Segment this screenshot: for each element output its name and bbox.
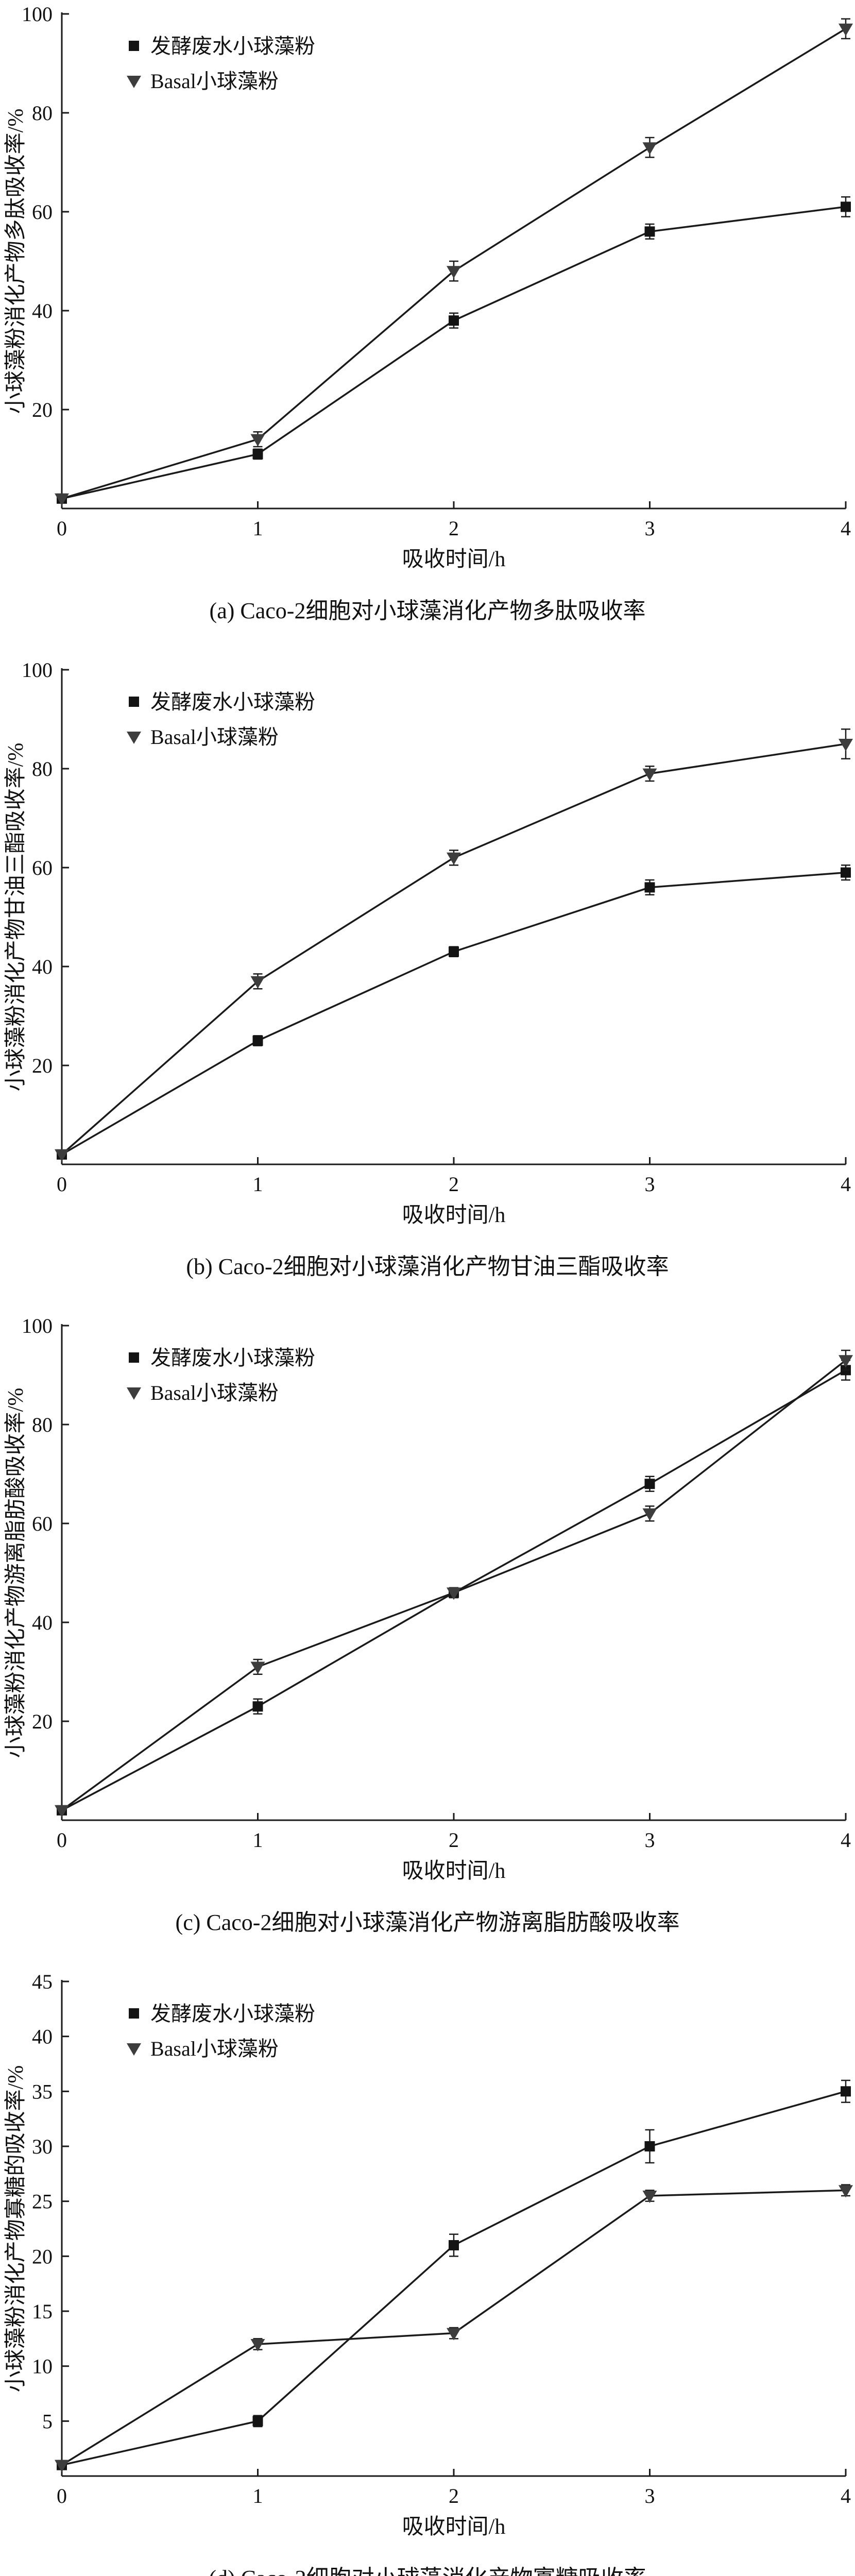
svg-text:80: 80 [32,1413,53,1436]
svg-text:40: 40 [32,1611,53,1634]
svg-text:2: 2 [449,2484,459,2507]
chart-b-caption: (b) Caco-2细胞对小球藻消化产物甘油三酯吸收率 [186,1254,669,1279]
svg-text:1: 1 [253,1828,263,1852]
svg-text:100: 100 [22,6,53,26]
svg-text:Basal小球藻粉: Basal小球藻粉 [150,70,279,93]
chart-a-plot: 0 1 2 3 4 20 40 60 80 100 吸收时间/h 小球藻粉消化产物多肽吸收率/% 发酵废… [4,6,853,571]
svg-text:100: 100 [22,1318,53,1337]
svg-text:3: 3 [645,1173,655,1196]
chart-c: 0 1 2 3 4 20 40 60 80 100 吸收时间/h 小球藻粉消化产物游离脂肪酸吸收率/%… [0,1318,855,1937]
svg-text:发酵废水小球藻粉: 发酵废水小球藻粉 [150,2002,315,2025]
svg-text:30: 30 [32,2135,53,2158]
svg-text:4: 4 [841,2484,851,2507]
svg-text:4: 4 [841,1828,851,1852]
svg-text:小球藻粉消化产物游离脂肪酸吸收率/%: 小球藻粉消化产物游离脂肪酸吸收率/% [4,1388,28,1758]
svg-text:20: 20 [32,1054,53,1077]
chart-d: 0 1 2 3 4 5 10 15 20 25 30 35 40 45 吸收时间/h 小球藻粉消化产物寡糖的吸… [0,1974,855,2576]
svg-text:100: 100 [22,662,53,682]
svg-text:小球藻粉消化产物多肽吸收率/%: 小球藻粉消化产物多肽吸收率/% [4,109,28,414]
svg-text:25: 25 [32,2190,53,2213]
svg-text:1: 1 [253,2484,263,2507]
svg-text:吸收时间/h: 吸收时间/h [402,1859,506,1883]
svg-text:3: 3 [645,1828,655,1852]
svg-text:发酵废水小球藻粉: 发酵废水小球藻粉 [150,1346,315,1369]
svg-text:10: 10 [32,2355,53,2378]
svg-text:5: 5 [42,2410,53,2433]
svg-text:60: 60 [32,856,53,879]
chart-a: 0 1 2 3 4 20 40 60 80 100 吸收时间/h 小球藻粉消化产物多肽吸收率/% 发酵废… [0,6,855,625]
svg-text:2: 2 [449,517,459,540]
chart-b-plot: 0 1 2 3 4 20 40 60 80 100 吸收时间/h 小球藻粉消化产物甘油三酯吸收率/% 发… [4,662,853,1227]
svg-text:40: 40 [32,955,53,978]
svg-text:80: 80 [32,757,53,781]
svg-text:45: 45 [32,1974,53,1993]
svg-text:20: 20 [32,398,53,421]
svg-text:吸收时间/h: 吸收时间/h [402,1204,506,1227]
svg-text:20: 20 [32,2245,53,2268]
svg-text:2: 2 [449,1173,459,1196]
svg-text:发酵废水小球藻粉: 发酵废水小球藻粉 [150,35,315,58]
svg-text:0: 0 [57,2484,67,2507]
svg-text:40: 40 [32,2025,53,2048]
svg-text:4: 4 [841,1173,851,1196]
svg-text:1: 1 [253,517,263,540]
svg-text:小球藻粉消化产物甘油三酯吸收率/%: 小球藻粉消化产物甘油三酯吸收率/% [4,743,28,1092]
svg-text:0: 0 [57,517,67,540]
chart-d-caption: (d) Caco-2细胞对小球藻消化产物寡糖吸收率 [0,2564,855,2576]
chart-d-plot: 0 1 2 3 451015202530354045吸收时间/h小球藻粉消化产物寡糖的吸… [4,1974,853,2539]
chart-c-plot: 0 1 2 3 4 20 40 60 80 100 吸收时间/h 小球藻粉消化产物游离脂肪酸吸收率/%… [4,1318,853,1883]
svg-text:4: 4 [841,517,851,540]
svg-text:Basal小球藻粉: Basal小球藻粉 [150,1381,279,1404]
svg-text:35: 35 [32,2080,53,2103]
svg-text:吸收时间/h: 吸收时间/h [402,548,506,571]
chart-b: 0 1 2 3 4 20 40 60 80 100 吸收时间/h 小球藻粉消化产物甘油三酯吸收率/% 发… [0,662,855,1281]
svg-text:0: 0 [57,1828,67,1852]
svg-text:60: 60 [32,200,53,224]
svg-text:Basal小球藻粉: Basal小球藻粉 [150,2037,279,2060]
svg-text:15: 15 [32,2300,53,2323]
svg-text:2: 2 [449,1828,459,1852]
svg-text:60: 60 [32,1512,53,1535]
svg-text:小球藻粉消化产物寡糖的吸收率/%: 小球藻粉消化产物寡糖的吸收率/% [4,2065,28,2393]
svg-text:40: 40 [32,299,53,323]
svg-text:1: 1 [253,1173,263,1196]
chart-c-caption: (c) Caco-2细胞对小球藻消化产物游离脂肪酸吸收率 [175,1910,680,1935]
svg-text:20: 20 [32,1710,53,1733]
svg-text:3: 3 [645,2484,655,2507]
svg-text:Basal小球藻粉: Basal小球藻粉 [150,725,279,749]
svg-text:吸收时间/h: 吸收时间/h [402,2515,506,2539]
svg-text:发酵废水小球藻粉: 发酵废水小球藻粉 [150,690,315,714]
svg-text:0: 0 [57,1173,67,1196]
svg-text:80: 80 [32,101,53,125]
chart-a-caption: (a) Caco-2细胞对小球藻消化产物多肽吸收率 [209,598,646,623]
svg-text:3: 3 [645,517,655,540]
